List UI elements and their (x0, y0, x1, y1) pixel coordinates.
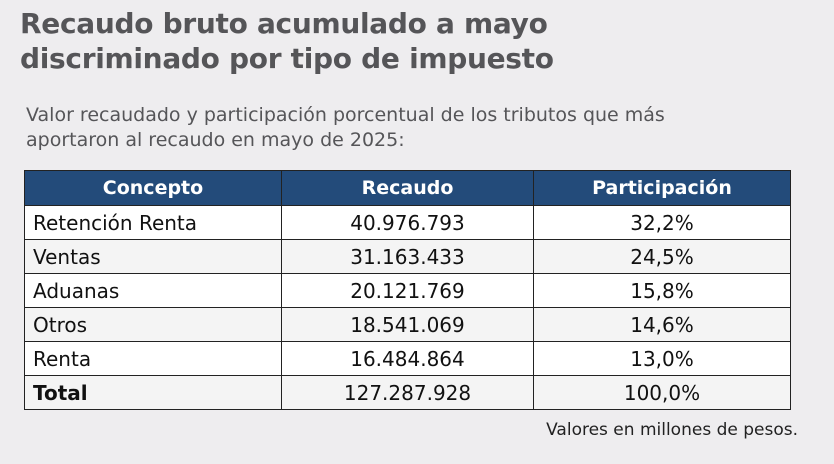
table-row: Ventas 31.163.433 24,5% (24, 239, 791, 274)
table-cell: 31.163.433 (281, 239, 534, 274)
table-cell: 127.287.928 (281, 375, 534, 410)
table-row: Otros 18.541.069 14,6% (24, 307, 791, 342)
table-row: Aduanas 20.121.769 15,8% (24, 273, 791, 308)
table-cell: 40.976.793 (281, 205, 534, 240)
table-cell: 18.541.069 (281, 307, 534, 342)
header-row: Concepto Recaudo Participación (24, 170, 791, 206)
table-cell: 20.121.769 (281, 273, 534, 308)
table-cell: 24,5% (533, 239, 791, 274)
column-header: Participación (533, 170, 791, 206)
subtitle: Valor recaudado y participación porcentu… (26, 104, 665, 151)
footnote: Valores en millones de pesos. (546, 420, 798, 440)
table-cell: Ventas (24, 239, 282, 274)
table-cell: 100,0% (533, 375, 791, 410)
table-cell: 15,8% (533, 273, 791, 308)
table-cell: Aduanas (24, 273, 282, 308)
column-header: Recaudo (281, 170, 534, 206)
title: Recaudo bruto acumulado a mayo discrimin… (20, 7, 554, 75)
table-cell: 16.484.864 (281, 341, 534, 376)
table-cell: Retención Renta (24, 205, 282, 240)
column-header: Concepto (24, 170, 282, 206)
table-cell: 32,2% (533, 205, 791, 240)
table-body: Retención Renta 40.976.793 32,2% Ventas 31.1… (24, 205, 791, 410)
table-cell: Otros (24, 307, 282, 342)
table-cell: Renta (24, 341, 282, 376)
table-cell: 13,0% (533, 341, 791, 376)
table-row: Renta 16.484.864 13,0% (24, 341, 791, 376)
table-cell: Total (24, 375, 282, 410)
data-table: Concepto Recaudo Participación Retención R… (24, 170, 791, 410)
table-row: Retención Renta 40.976.793 32,2% (24, 205, 791, 240)
table-row: Total 127.287.928 100,0% (24, 375, 791, 410)
table-cell: 14,6% (533, 307, 791, 342)
